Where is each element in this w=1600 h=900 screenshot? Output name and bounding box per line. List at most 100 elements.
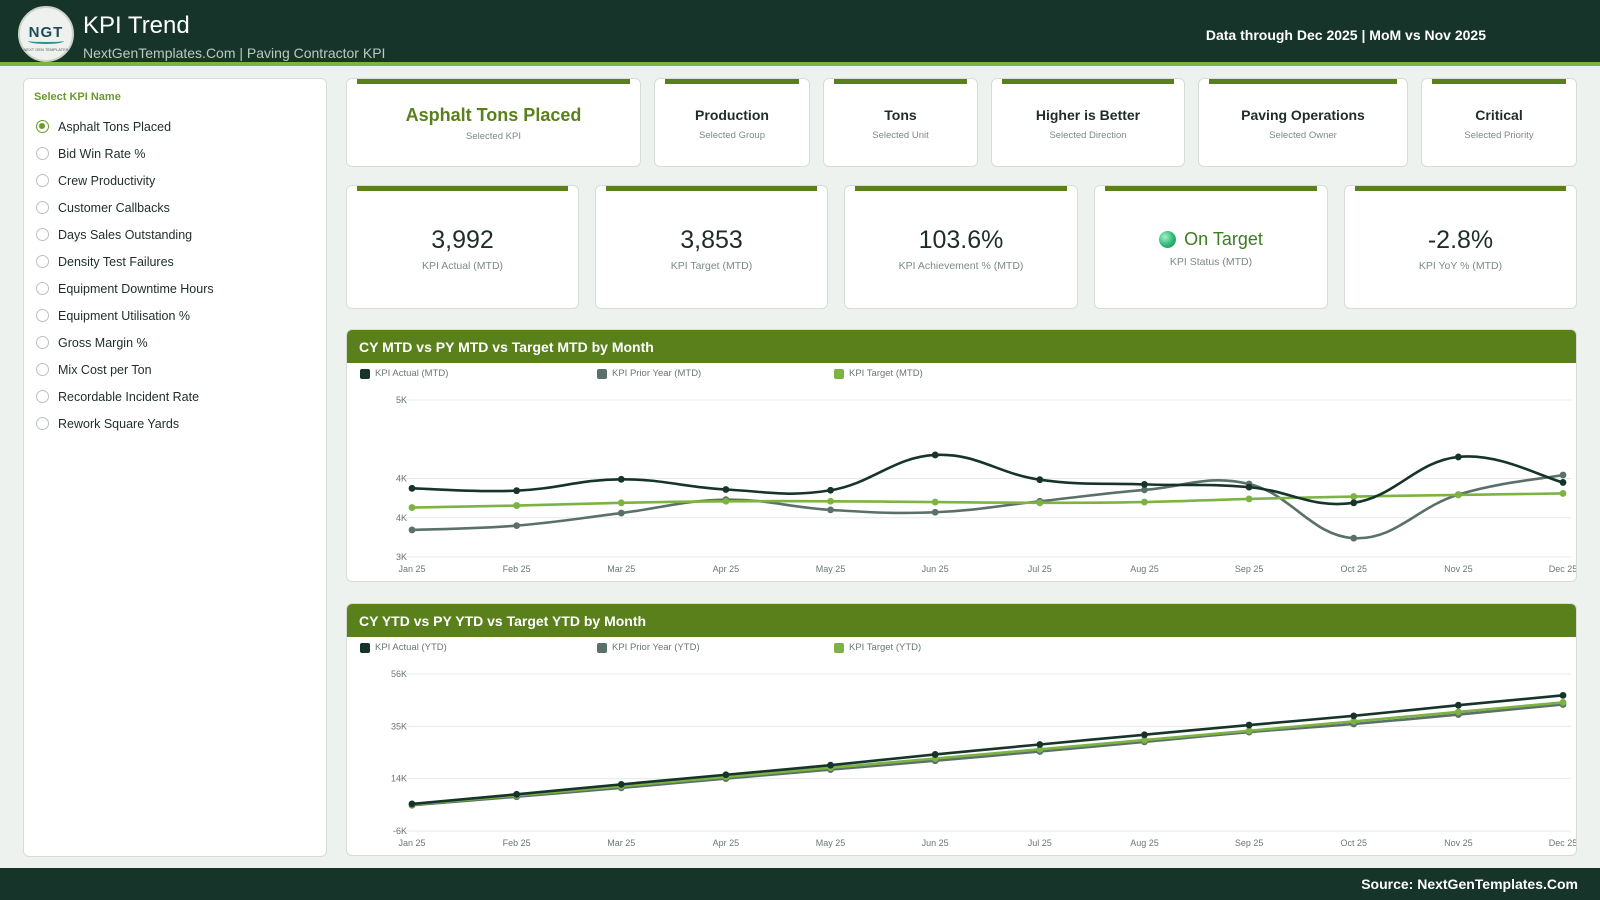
data-point-s1-9[interactable]	[1350, 534, 1358, 542]
data-point-s0-7[interactable]	[1141, 480, 1148, 488]
data-point-s0-2[interactable]	[617, 780, 625, 788]
radio-unselected-icon[interactable]	[36, 417, 49, 430]
kpi-option-label: Customer Callbacks	[58, 200, 170, 215]
legend-actual-mtd[interactable]: KPI Actual (MTD)	[360, 368, 448, 379]
data-point-s1-2[interactable]	[617, 509, 625, 517]
radio-unselected-icon[interactable]	[36, 174, 49, 187]
data-point-s2-10[interactable]	[1454, 491, 1462, 499]
data-point-s2-5[interactable]	[931, 498, 939, 506]
radio-unselected-icon[interactable]	[36, 390, 49, 403]
kpi-option-label: Density Test Failures	[58, 254, 174, 269]
data-point-s0-8[interactable]	[1245, 483, 1253, 491]
data-point-s0-9[interactable]	[1350, 499, 1358, 507]
radio-selected-icon[interactable]	[36, 120, 49, 133]
legend-prior-year-ytd[interactable]: KPI Prior Year (YTD)	[597, 642, 700, 653]
kpi-yoy-label: KPI YoY % (MTD)	[1418, 260, 1503, 272]
data-point-s2-8[interactable]	[1245, 727, 1253, 735]
legend-actual-ytd[interactable]: KPI Actual (YTD)	[360, 642, 447, 653]
data-point-s0-1[interactable]	[513, 487, 521, 495]
kpi-option-4[interactable]: Days Sales Outstanding	[36, 221, 214, 248]
legend-swatch-target	[834, 368, 844, 379]
data-point-s1-11[interactable]	[1559, 471, 1567, 479]
kpi-option-3[interactable]: Customer Callbacks	[36, 194, 214, 221]
data-point-s0-3[interactable]	[722, 486, 730, 493]
kpi-option-9[interactable]: Mix Cost per Ton	[36, 356, 214, 383]
company-logo: NGT NEXT GEN TEMPLATES	[18, 6, 74, 62]
data-point-s0-11[interactable]	[1559, 479, 1567, 486]
selected-kpi-card: Asphalt Tons Placed Selected KPI	[346, 78, 641, 167]
kpi-option-11[interactable]: Rework Square Yards	[36, 410, 214, 437]
radio-unselected-icon[interactable]	[36, 336, 49, 349]
kpi-option-1[interactable]: Bid Win Rate %	[36, 140, 214, 167]
data-point-s0-5[interactable]	[931, 451, 939, 459]
kpi-option-6[interactable]: Equipment Downtime Hours	[36, 275, 214, 302]
data-point-s2-9[interactable]	[1350, 717, 1358, 725]
legend-target-ytd[interactable]: KPI Target (YTD)	[834, 642, 921, 653]
kpi-option-label: Asphalt Tons Placed	[58, 119, 172, 134]
radio-unselected-icon[interactable]	[36, 309, 49, 322]
selected-priority-value: Critical	[1475, 107, 1523, 123]
data-point-s2-3[interactable]	[722, 497, 730, 505]
y-tick-label: 5K	[396, 395, 407, 405]
data-point-s2-2[interactable]	[617, 499, 625, 507]
x-tick-label: Jan 25	[398, 838, 425, 848]
data-point-s0-4[interactable]	[827, 486, 834, 494]
radio-unselected-icon[interactable]	[36, 201, 49, 214]
kpi-option-7[interactable]: Equipment Utilisation %	[36, 302, 214, 329]
x-tick-label: Dec 25	[1549, 564, 1577, 574]
card-accent-bar	[357, 186, 568, 191]
data-point-s2-10[interactable]	[1454, 708, 1462, 716]
kpi-option-10[interactable]: Recordable Incident Rate	[36, 383, 214, 410]
data-point-s2-11[interactable]	[1559, 490, 1567, 497]
data-point-s0-7[interactable]	[1141, 731, 1148, 739]
page-title: KPI Trend	[83, 12, 190, 39]
mtd-chart-title: CY MTD vs PY MTD vs Target MTD by Month	[359, 339, 654, 355]
data-point-s0-4[interactable]	[827, 761, 834, 769]
data-point-s2-7[interactable]	[1141, 736, 1148, 744]
data-point-s0-9[interactable]	[1350, 712, 1358, 720]
data-point-s0-5[interactable]	[931, 751, 939, 758]
kpi-status-label: KPI Status (MTD)	[1169, 256, 1253, 268]
data-point-s2-11[interactable]	[1559, 699, 1567, 706]
data-point-s0-1[interactable]	[513, 790, 521, 798]
kpi-actual-label: KPI Actual (MTD)	[421, 260, 504, 272]
data-point-s2-7[interactable]	[1141, 498, 1148, 506]
data-point-s2-8[interactable]	[1245, 495, 1253, 503]
selected-group-card: Production Selected Group	[654, 78, 810, 167]
radio-unselected-icon[interactable]	[36, 228, 49, 241]
data-point-s0-2[interactable]	[617, 475, 625, 483]
data-point-s0-11[interactable]	[1559, 691, 1567, 699]
data-point-s1-1[interactable]	[513, 522, 521, 529]
data-point-s0-0[interactable]	[408, 484, 416, 492]
data-point-s0-6[interactable]	[1036, 476, 1044, 484]
data-point-s2-4[interactable]	[827, 497, 834, 505]
data-point-s1-0[interactable]	[408, 526, 416, 534]
radio-unselected-icon[interactable]	[36, 255, 49, 268]
data-point-s1-7[interactable]	[1141, 486, 1148, 494]
radio-unselected-icon[interactable]	[36, 363, 49, 376]
data-point-s2-0[interactable]	[408, 504, 416, 511]
kpi-option-8[interactable]: Gross Margin %	[36, 329, 214, 356]
data-point-s0-10[interactable]	[1454, 453, 1462, 461]
data-point-s0-8[interactable]	[1245, 721, 1253, 729]
data-point-s0-10[interactable]	[1454, 701, 1462, 709]
legend-prior-year-mtd[interactable]: KPI Prior Year (MTD)	[597, 368, 701, 379]
x-tick-label: Nov 25	[1444, 564, 1473, 574]
legend-target-mtd[interactable]: KPI Target (MTD)	[834, 368, 923, 379]
selected-unit-value: Tons	[884, 107, 917, 123]
radio-unselected-icon[interactable]	[36, 147, 49, 160]
data-point-s0-6[interactable]	[1036, 741, 1044, 748]
x-tick-label: Nov 25	[1444, 838, 1473, 848]
data-point-s2-6[interactable]	[1036, 745, 1044, 753]
kpi-option-2[interactable]: Crew Productivity	[36, 167, 214, 194]
data-point-s2-1[interactable]	[513, 502, 521, 509]
data-point-s1-4[interactable]	[827, 506, 834, 514]
radio-unselected-icon[interactable]	[36, 282, 49, 295]
kpi-option-0[interactable]: Asphalt Tons Placed	[36, 113, 214, 140]
data-point-s0-0[interactable]	[408, 800, 416, 808]
data-point-s2-6[interactable]	[1036, 499, 1044, 507]
data-point-s2-9[interactable]	[1350, 493, 1358, 500]
data-point-s1-5[interactable]	[931, 508, 939, 516]
kpi-option-5[interactable]: Density Test Failures	[36, 248, 214, 275]
data-point-s0-3[interactable]	[722, 771, 730, 779]
